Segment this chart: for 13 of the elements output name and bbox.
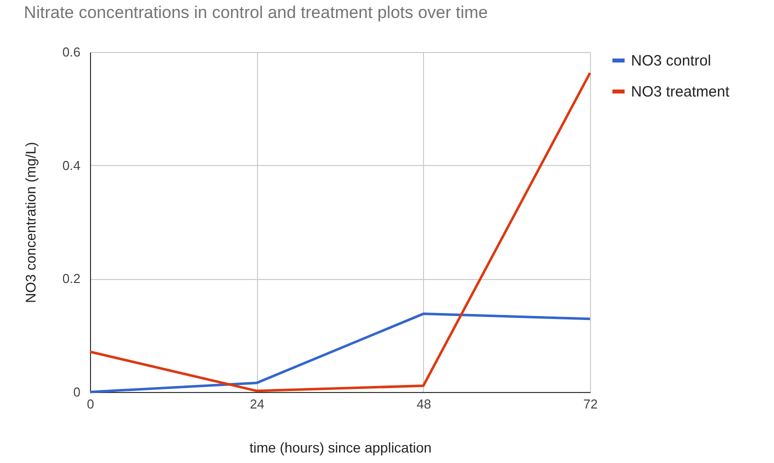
y-tick-label: 0.6 <box>62 44 80 60</box>
x-axis-title: time (hours) since application <box>249 440 432 456</box>
legend-label: NO3 treatment <box>631 84 730 100</box>
y-axis-title: NO3 concentration (mg/L) <box>22 142 38 304</box>
x-tick-label: 24 <box>250 396 264 412</box>
y-tick-label: 0 <box>73 384 80 400</box>
y-tick-label: 0.4 <box>62 158 80 173</box>
chart-title: Nitrate concentrations in control and treatment plots over time <box>24 3 488 22</box>
x-tick-label: 72 <box>583 396 598 412</box>
x-tick-label: 48 <box>416 396 432 412</box>
y-tick-label: 0.2 <box>62 271 80 286</box>
x-tick-label: 0 <box>86 396 94 412</box>
legend-label: NO3 control <box>631 52 712 70</box>
